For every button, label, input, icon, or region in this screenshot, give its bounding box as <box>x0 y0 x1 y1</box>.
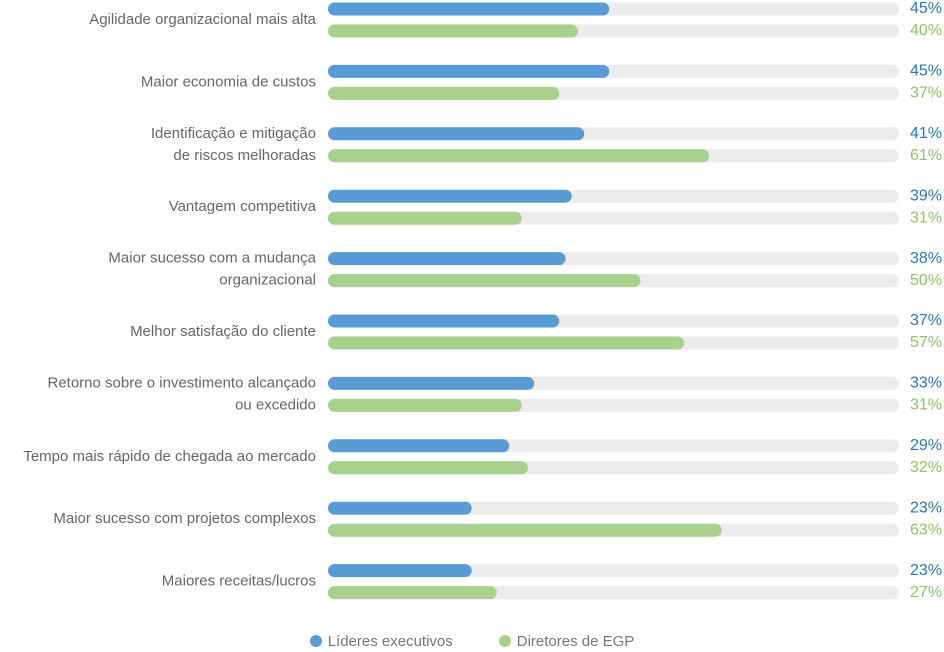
category-label: Identificação e mitigação de riscos melho… <box>151 125 316 164</box>
bar-chart: Agilidade organizacional mais alta 45% 40%… <box>23 0 942 601</box>
category-label: Vantagem competitiva <box>169 198 317 215</box>
bar-lideres <box>328 501 472 515</box>
value-label-lideres: 37% <box>910 312 942 329</box>
value-label-lideres: 38% <box>910 250 942 267</box>
value-label-diretores: 63% <box>910 521 942 538</box>
value-label-lideres: 41% <box>910 125 942 142</box>
value-label-lideres: 23% <box>910 499 942 516</box>
legend-item-diretores: Diretores de EGP <box>498 632 635 650</box>
bar-diretores <box>328 149 710 163</box>
category-label: Maior economia de custos <box>141 73 316 90</box>
bar-lideres <box>328 564 472 578</box>
bar-diretores <box>328 24 578 38</box>
category-label: Agilidade organizacional mais alta <box>89 11 316 28</box>
value-label-diretores: 50% <box>910 272 942 289</box>
legend-label-diretores: Diretores de EGP <box>516 632 635 650</box>
value-label-diretores: 57% <box>910 334 942 351</box>
value-label-lideres: 29% <box>910 437 942 454</box>
category-label: Maiores receitas/lucros <box>162 573 316 590</box>
bar-diretores <box>328 523 722 537</box>
legend-swatch-lideres <box>309 635 322 647</box>
bar-diretores <box>328 86 560 100</box>
bar-diretores <box>328 586 497 600</box>
bar-lideres <box>328 189 572 203</box>
chart-legend: Líderes executivos Diretores de EGP <box>0 630 944 652</box>
value-label-lideres: 39% <box>910 187 942 204</box>
value-label-diretores: 40% <box>910 22 942 39</box>
value-label-diretores: 37% <box>910 85 942 102</box>
value-label-lideres: 45% <box>910 0 942 17</box>
category-label: Tempo mais rápido de chegada ao mercado <box>23 448 316 465</box>
category-label: Maior sucesso com a mudança organizaciona… <box>108 250 316 289</box>
legend-item-lideres: Líderes executivos <box>309 632 453 650</box>
value-label-lideres: 23% <box>910 562 942 579</box>
value-label-lideres: 33% <box>910 375 942 392</box>
bar-diretores <box>328 398 522 412</box>
bar-lideres <box>328 439 510 453</box>
bar-lideres <box>328 252 566 266</box>
bar-diretores <box>328 211 522 225</box>
value-label-diretores: 32% <box>910 459 942 476</box>
legend-swatch-diretores <box>498 635 511 647</box>
bar-lideres <box>328 2 610 16</box>
value-label-diretores: 27% <box>910 584 942 601</box>
category-label: Retorno sobre o investimento alcançado ou… <box>48 374 317 413</box>
legend-label-lideres: Líderes executivos <box>327 632 453 650</box>
value-label-lideres: 45% <box>910 63 942 80</box>
bar-diretores <box>328 274 641 288</box>
value-label-diretores: 31% <box>910 397 942 414</box>
value-label-diretores: 31% <box>910 209 942 226</box>
bar-lideres <box>328 314 560 328</box>
bar-lideres <box>328 127 585 141</box>
category-label: Melhor satisfação do cliente <box>130 323 316 340</box>
value-label-diretores: 61% <box>910 147 942 164</box>
bar-diretores <box>328 461 528 475</box>
bar-diretores <box>328 336 685 350</box>
category-label: Maior sucesso com projetos complexos <box>53 510 316 527</box>
bar-lideres <box>328 64 610 78</box>
bar-lideres <box>328 376 535 390</box>
